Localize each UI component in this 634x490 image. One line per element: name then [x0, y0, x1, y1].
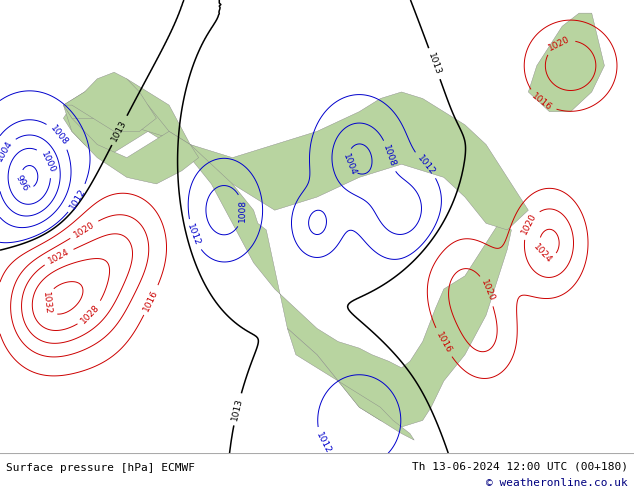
Text: 1013: 1013 [110, 118, 129, 143]
Text: 1004: 1004 [341, 152, 358, 177]
Text: 1013: 1013 [230, 397, 244, 421]
Text: 1016: 1016 [434, 330, 453, 355]
Polygon shape [63, 79, 528, 230]
Text: 1024: 1024 [47, 247, 71, 266]
Polygon shape [63, 105, 198, 184]
Text: 1008: 1008 [382, 144, 398, 169]
Text: 1004: 1004 [0, 139, 15, 164]
Text: 1032: 1032 [41, 292, 53, 315]
Polygon shape [63, 79, 512, 427]
Text: 1012: 1012 [415, 153, 437, 177]
Text: Th 13-06-2024 12:00 UTC (00+180): Th 13-06-2024 12:00 UTC (00+180) [411, 461, 628, 471]
Text: 1016: 1016 [142, 288, 160, 313]
Text: 1012: 1012 [185, 222, 202, 247]
Text: 1013: 1013 [426, 51, 443, 76]
Text: 1012: 1012 [68, 187, 87, 211]
Text: Surface pressure [hPa] ECMWF: Surface pressure [hPa] ECMWF [6, 463, 195, 473]
Polygon shape [63, 72, 157, 131]
Text: 1008: 1008 [48, 123, 70, 147]
Text: 1028: 1028 [79, 302, 101, 325]
Text: © weatheronline.co.uk: © weatheronline.co.uk [486, 478, 628, 488]
Text: 1000: 1000 [39, 150, 56, 174]
Text: 1016: 1016 [530, 91, 554, 112]
Text: 1020: 1020 [547, 34, 572, 52]
Text: 1020: 1020 [479, 278, 496, 303]
Polygon shape [528, 13, 604, 112]
Text: 996: 996 [14, 173, 30, 193]
Text: 1008: 1008 [238, 199, 247, 222]
Text: 1012: 1012 [314, 430, 332, 455]
Text: 1020: 1020 [72, 220, 96, 240]
Text: 1024: 1024 [531, 242, 553, 265]
Polygon shape [287, 328, 414, 440]
Text: 1020: 1020 [520, 212, 538, 236]
